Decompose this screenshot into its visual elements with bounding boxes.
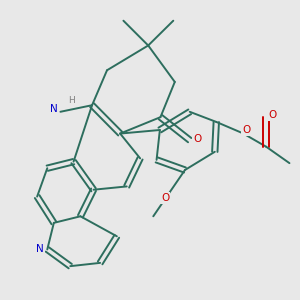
Text: O: O	[268, 110, 277, 120]
Text: O: O	[242, 125, 250, 135]
Text: H: H	[68, 96, 75, 105]
Text: N: N	[36, 244, 44, 254]
Text: N: N	[50, 104, 57, 114]
Text: O: O	[161, 193, 170, 203]
Text: O: O	[193, 134, 201, 144]
